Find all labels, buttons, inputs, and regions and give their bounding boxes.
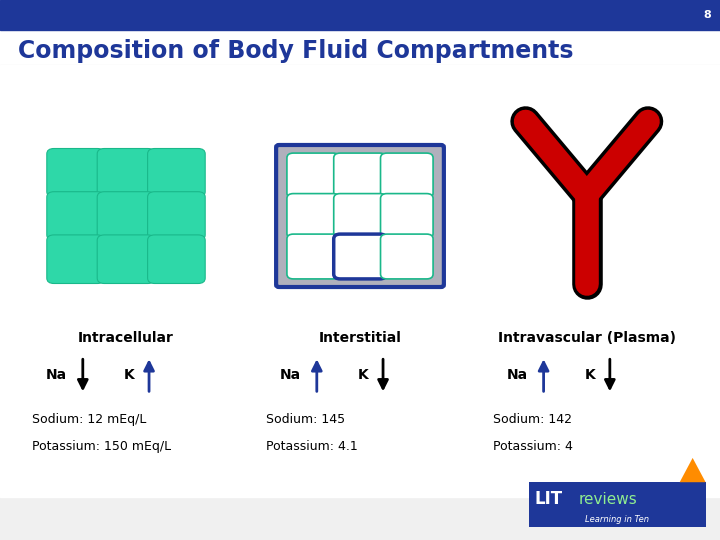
Text: Na: Na (507, 368, 528, 382)
Text: Composition of Body Fluid Compartments: Composition of Body Fluid Compartments (18, 39, 574, 63)
Text: Learning in Ten: Learning in Ten (585, 515, 649, 524)
Text: Sodium: 142: Sodium: 142 (493, 413, 572, 426)
FancyBboxPatch shape (287, 234, 340, 279)
Bar (0, 65, 720, 540)
Text: reviews: reviews (578, 491, 637, 507)
FancyBboxPatch shape (47, 148, 104, 197)
Bar (0, 0, 720, 30)
Bar (0, 65, 720, 497)
FancyBboxPatch shape (380, 234, 433, 279)
FancyBboxPatch shape (333, 153, 386, 198)
FancyBboxPatch shape (47, 235, 104, 284)
Text: Na: Na (280, 368, 301, 382)
Text: K: K (358, 368, 369, 382)
FancyBboxPatch shape (97, 192, 155, 240)
FancyBboxPatch shape (148, 192, 205, 240)
FancyBboxPatch shape (97, 148, 155, 197)
Text: K: K (124, 368, 135, 382)
Text: Interstitial: Interstitial (318, 330, 402, 345)
Text: Potassium: 150 mEq/L: Potassium: 150 mEq/L (32, 440, 171, 453)
FancyBboxPatch shape (380, 194, 433, 239)
Text: K: K (585, 368, 595, 382)
Bar (529, 482, 706, 526)
FancyBboxPatch shape (47, 192, 104, 240)
FancyBboxPatch shape (287, 153, 340, 198)
Text: Na: Na (46, 368, 67, 382)
FancyBboxPatch shape (148, 235, 205, 284)
FancyBboxPatch shape (148, 148, 205, 197)
FancyBboxPatch shape (380, 153, 433, 198)
Text: 8: 8 (703, 10, 711, 20)
Text: Sodium: 145: Sodium: 145 (266, 413, 346, 426)
Text: Potassium: 4: Potassium: 4 (493, 440, 573, 453)
Polygon shape (680, 458, 706, 482)
FancyBboxPatch shape (276, 145, 444, 287)
Text: Potassium: 4.1: Potassium: 4.1 (266, 440, 358, 453)
FancyBboxPatch shape (333, 234, 386, 279)
FancyBboxPatch shape (97, 235, 155, 284)
Text: Intravascular (Plasma): Intravascular (Plasma) (498, 330, 676, 345)
Text: LIT: LIT (535, 490, 563, 508)
FancyBboxPatch shape (287, 194, 340, 239)
Text: Sodium: 12 mEq/L: Sodium: 12 mEq/L (32, 413, 147, 426)
FancyBboxPatch shape (333, 194, 386, 239)
Text: Intracellular: Intracellular (78, 330, 174, 345)
